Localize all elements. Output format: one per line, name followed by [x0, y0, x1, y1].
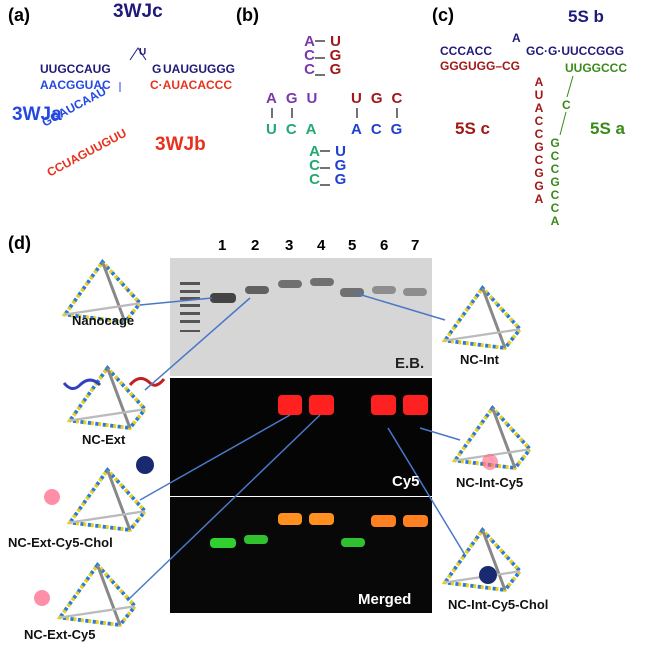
- gel-eb: [170, 258, 432, 376]
- strand: UUGGCCC: [565, 62, 627, 74]
- strand: C·AUACACCC: [150, 79, 232, 91]
- strand: GGGUGG–CG: [440, 60, 520, 72]
- gel-label: Merged: [358, 592, 411, 607]
- link: [560, 112, 566, 135]
- link: [567, 76, 573, 97]
- nc-ext-cy5-icon: [60, 565, 135, 625]
- stem: ACC: [302, 33, 317, 75]
- construct-label: NC-Int-Cy5: [456, 476, 523, 489]
- lane-number: 4: [317, 238, 325, 253]
- strand: GC·G·UUCCGGG: [526, 45, 624, 57]
- lane-number: 7: [411, 238, 419, 253]
- construct-label: NC-Ext-Cy5: [24, 628, 96, 641]
- strand: A: [512, 32, 521, 44]
- construct-label: NC-Int: [460, 353, 499, 366]
- lane-number: 5: [348, 238, 356, 253]
- construct-label: NC-Ext-Cy5-Chol: [8, 536, 113, 549]
- stem: UCA: [266, 122, 326, 137]
- strand: C: [562, 99, 571, 111]
- lane-number: 2: [251, 238, 259, 253]
- construct-label: NC-Ext: [82, 433, 125, 446]
- stem: UGC: [351, 91, 411, 106]
- strand: AUACCGCGGA: [533, 75, 545, 205]
- domain-label: 5S c: [455, 120, 490, 137]
- junction-label: 3WJb: [155, 135, 206, 154]
- strand: CCCACC: [440, 45, 492, 57]
- strand: UAUGUGGG: [163, 63, 235, 75]
- construct-label: NC-Int-Cy5-Chol: [448, 598, 548, 611]
- nc-int-icon: [445, 288, 520, 348]
- stem: UGG: [333, 143, 348, 185]
- domain-label: 5S a: [590, 120, 625, 137]
- nc-ext-icon: [70, 368, 145, 428]
- lane-number: 6: [380, 238, 388, 253]
- gel-label: Cy5: [392, 474, 420, 489]
- stem: ACC: [307, 143, 322, 185]
- panel-label: (b): [236, 6, 259, 24]
- stem: ACG: [351, 122, 411, 137]
- domain-label: 5S b: [568, 8, 604, 25]
- gel-label: E.B.: [395, 356, 424, 371]
- strand: U: [139, 48, 146, 58]
- stem: AGU: [266, 91, 326, 106]
- figure: (a) 3WJc 3WJa 3WJb UUGCCAUG U G UAUGUGGG…: [0, 0, 656, 646]
- nc-ext-cy5-chol-icon: [70, 470, 145, 530]
- strand: GCCGCCA: [549, 136, 561, 227]
- strand: G: [152, 63, 161, 75]
- panel-label: (a): [8, 6, 30, 24]
- junction-label: 3WJc: [113, 2, 163, 21]
- lane-number: 1: [218, 238, 226, 253]
- lane-number: 3: [285, 238, 293, 253]
- construct-label: Nanocage: [72, 314, 134, 327]
- panel-label: (c): [432, 6, 454, 24]
- strand: UUGCCAUG: [40, 63, 111, 75]
- stem: UGG: [328, 33, 343, 75]
- panel-label: (d): [8, 234, 31, 252]
